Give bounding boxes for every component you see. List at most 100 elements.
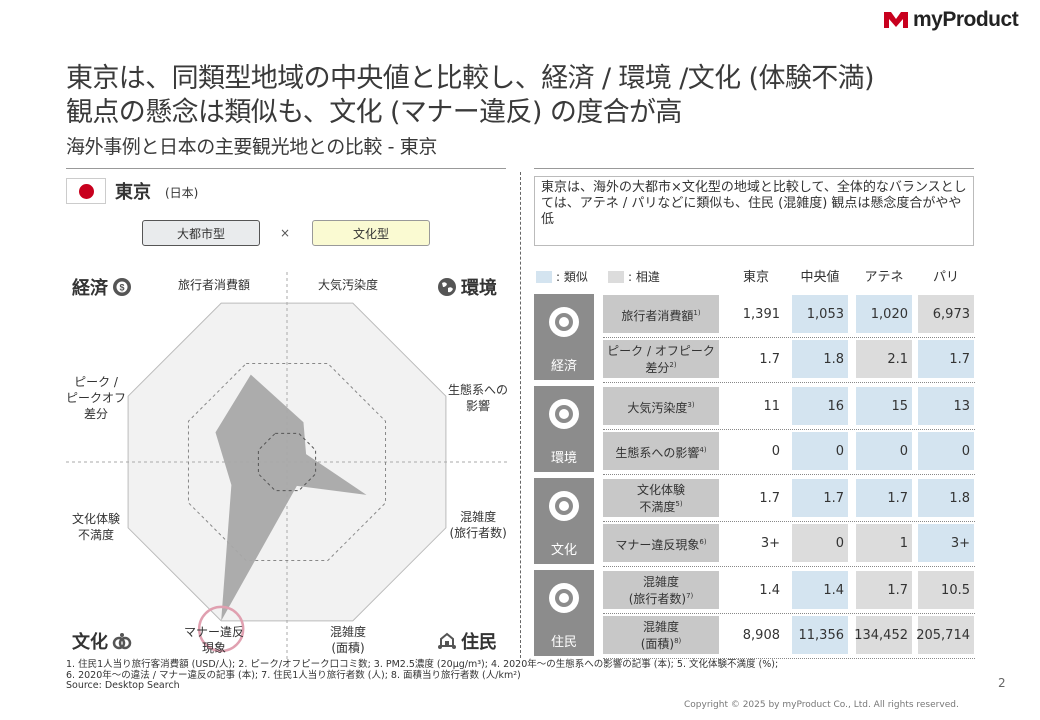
table-cell: 0 (918, 432, 974, 470)
category-cell-label: 環境 (550, 451, 577, 466)
col-header-median: 中央値 (800, 270, 840, 285)
table-cell: 0 (856, 432, 912, 470)
legend-different-swatch (608, 270, 624, 283)
summary-note: 東京は、海外の大都市×文化型の地域と比較して、全体的なバランスとしては、アテネ … (534, 176, 974, 246)
legend-similar-swatch (536, 270, 552, 283)
category-env-label: 環境 (461, 278, 497, 299)
table-cell: 1.4 (792, 571, 848, 609)
category-cell-0: 経済 (534, 294, 594, 380)
table-cell: 16 (792, 387, 848, 425)
radar-axis-label: 旅行者消費額 (178, 278, 251, 292)
metric-label: 生態系への影響4) (603, 432, 719, 470)
category-env: 環境 (437, 274, 497, 300)
metric-footnote-ref: 6) (699, 537, 707, 546)
metric-label-text: 文化体験 不満度5) (636, 482, 685, 514)
table-cell: 11,356 (792, 616, 848, 654)
table-cell: 13 (918, 387, 974, 425)
table-cell: 1.4 (759, 582, 780, 598)
metric-footnote-ref: 2) (669, 360, 677, 369)
metric-label: 旅行者消費額1) (603, 295, 719, 333)
type-tag-culture: 文化型 (312, 220, 430, 246)
metric-label: 混雑度 (面積)8) (603, 616, 719, 654)
footnote-source: Source: Desktop Search (66, 680, 180, 691)
metric-label-text: 生態系への影響4) (615, 445, 707, 460)
footnote-line-1: 1. 住民1人当り旅行客消費額 (USD/人); 2. ピーク/オフピーク口コミ… (66, 659, 779, 670)
residents-icon (549, 583, 579, 613)
radar-axis-label: マナー違反 現象 (184, 625, 245, 655)
row-divider (603, 613, 975, 614)
times-sign: × (280, 226, 291, 240)
metric-label: マナー違反現象6) (603, 524, 719, 562)
table-cell: 1.7 (759, 351, 780, 367)
legend-similar: : 類似 (536, 268, 588, 285)
highlight-circle (197, 605, 245, 653)
metric-label-text: ピーク / オフピーク 差分2) (607, 343, 715, 375)
footnote-line-2: 6. 2020年〜の違法 / マナー違反の記事 (本); 7. 住民1人当り旅行… (66, 669, 521, 681)
category-culture-label: 文化 (72, 632, 108, 653)
metric-label-text: 旅行者消費額1) (621, 308, 701, 323)
radar-axis-label: 大気汚染度 (318, 278, 379, 292)
table-cell: 8,908 (742, 627, 780, 643)
metric-label-text: 混雑度 (旅行者数)7) (628, 574, 694, 606)
title-line-2: 観点の懸念は類似も、文化 (マナー違反) の度合が高 (66, 97, 682, 128)
table-cell: 6,973 (918, 295, 974, 333)
col-header-paris: パリ (932, 270, 959, 285)
city-name: 東京 (115, 182, 151, 203)
page-title: 東京は、同類型地域の中央値と比較し、経済 / 環境 /文化 (体験不満) 観点の… (66, 62, 1006, 130)
earth-icon (438, 278, 456, 296)
category-culture: 文化 (72, 628, 132, 654)
table-cell: 1.7 (759, 490, 780, 506)
row-divider (603, 337, 975, 338)
metric-footnote-ref: 8) (674, 636, 682, 645)
radar-chart (66, 272, 508, 660)
row-divider (603, 429, 975, 430)
metric-footnote-ref: 3) (687, 400, 695, 409)
culture-icon (112, 633, 132, 650)
metric-label: ピーク / オフピーク 差分2) (603, 340, 719, 378)
legend-different: : 相違 (608, 268, 660, 285)
table-cell: 1,053 (792, 295, 848, 333)
vertical-divider (520, 172, 521, 658)
table-cell: 2.1 (856, 340, 912, 378)
residents-icon (438, 632, 456, 649)
row-divider (603, 566, 975, 567)
table-cell: 1,020 (856, 295, 912, 333)
radar-axis-label: ピーク / ピークオフ 差分 (66, 375, 127, 421)
radar-inner-ring (257, 432, 317, 492)
money-icon: $ (113, 278, 131, 296)
category-cell-3: 住民 (534, 570, 594, 656)
metric-label-text: 混雑度 (面積)8) (640, 619, 682, 651)
radar-axis-label: 混雑度 (旅行者数) (449, 510, 507, 540)
table-cell: 1.7 (856, 479, 912, 517)
page-number: 2 (998, 676, 1006, 690)
table-cell: 1 (856, 524, 912, 562)
brand-logo: myProduct (884, 8, 1019, 32)
radar-axis-label: 生態系への 影響 (448, 383, 509, 413)
table-cell: 3+ (918, 524, 974, 562)
col-header-tokyo: 東京 (742, 270, 769, 285)
category-econ: 経済 $ (72, 274, 132, 300)
row-divider (603, 521, 975, 522)
radar-area (215, 374, 367, 621)
table-cell: 3+ (760, 535, 780, 551)
table-cell: 0 (792, 524, 848, 562)
category-cell-2: 文化 (534, 478, 594, 564)
row-divider (603, 382, 975, 383)
metric-footnote-ref: 4) (699, 445, 707, 454)
money-cycle-icon (549, 307, 579, 337)
table-cell: 0 (792, 432, 848, 470)
category-resident: 住民 (437, 628, 497, 654)
japan-flag-icon (66, 178, 106, 204)
table-cell: 1.8 (918, 479, 974, 517)
metric-label: 混雑度 (旅行者数)7) (603, 571, 719, 609)
table-cell: 1.7 (792, 479, 848, 517)
table-cell: 1.7 (856, 571, 912, 609)
table-cell: 15 (856, 387, 912, 425)
earth-icon (549, 399, 579, 429)
radar-mid-ring (187, 362, 387, 562)
category-cell-label: 経済 (550, 359, 577, 374)
category-econ-label: 経済 (72, 278, 108, 299)
table-cell: 205,714 (916, 616, 974, 654)
culture-icon (549, 491, 579, 521)
table-cell: 11 (763, 398, 780, 414)
